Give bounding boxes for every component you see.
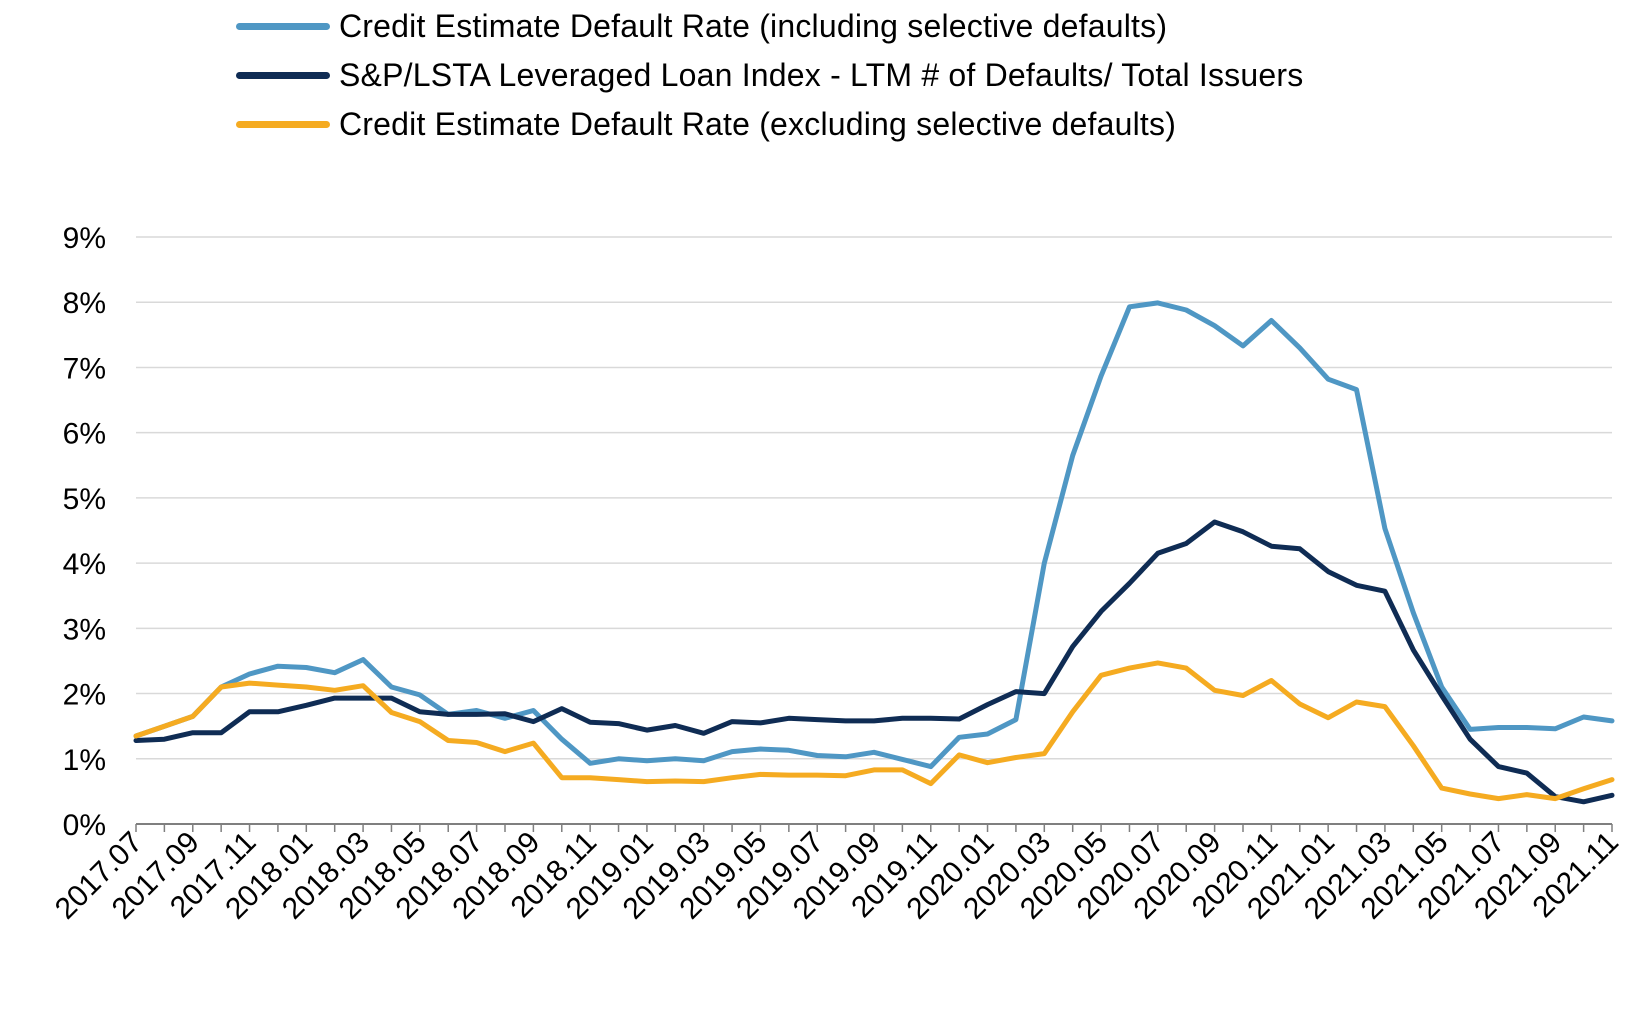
legend-label-including-selective: Credit Estimate Default Rate (including … [339, 8, 1168, 44]
legend-swatch-including-selective [236, 23, 330, 30]
gridlines [136, 236, 1612, 760]
legend-item-including-selective: Credit Estimate Default Rate (including … [236, 2, 1303, 51]
y-tick-label: 8% [63, 287, 106, 320]
y-tick-label: 1% [63, 744, 106, 777]
series-lines [133, 300, 1615, 805]
y-tick-label: 9% [63, 222, 106, 255]
legend-item-lsta-index: S&P/LSTA Leveraged Loan Index - LTM # of… [236, 51, 1303, 100]
series-line-1 [133, 300, 1615, 770]
y-tick-label: 0% [63, 809, 106, 842]
legend-label-excluding-selective: Credit Estimate Default Rate (excluding … [339, 106, 1177, 142]
legend-item-excluding-selective: Credit Estimate Default Rate (excluding … [236, 100, 1303, 149]
y-tick-label: 5% [63, 483, 106, 516]
legend-swatch-lsta-index [236, 72, 330, 79]
legend-label-lsta-index: S&P/LSTA Leveraged Loan Index - LTM # of… [339, 57, 1304, 93]
x-axis-tick-labels: 2017.072017.092017.112018.012018.032018.… [49, 826, 1625, 926]
chart-legend: Credit Estimate Default Rate (including … [236, 2, 1303, 149]
y-tick-label: 4% [63, 548, 106, 581]
x-axis [135, 823, 1613, 832]
y-tick-label: 6% [63, 418, 106, 451]
series-line-3 [133, 660, 1615, 802]
y-tick-label: 3% [63, 613, 106, 646]
series-line-2 [133, 519, 1615, 805]
y-tick-label: 7% [63, 352, 106, 385]
legend-swatch-excluding-selective [236, 121, 330, 128]
y-tick-label: 2% [63, 679, 106, 712]
y-axis-tick-labels: 0% 1% 2% 3% 4% 5% 6% 7% 8% 9% [63, 222, 106, 842]
